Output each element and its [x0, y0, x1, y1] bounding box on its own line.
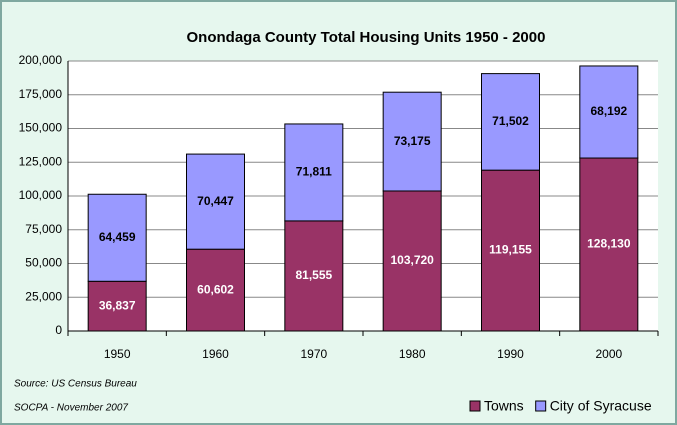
source-note: Source: US Census Bureau: [14, 379, 137, 390]
y-tick-label: 100,000: [19, 188, 63, 202]
value-label: 103,720: [390, 253, 434, 267]
x-tick-label: 1950: [104, 347, 131, 361]
value-label: 60,602: [197, 282, 234, 296]
bar-segment: [382, 91, 442, 192]
bar-segment: [579, 65, 639, 159]
value-label: 36,837: [99, 298, 136, 312]
value-label: 81,555: [295, 268, 332, 282]
bar-segment: [284, 123, 344, 222]
y-tick-label: 0: [55, 323, 62, 337]
y-tick-label: 50,000: [25, 256, 62, 270]
bar-segment: [481, 73, 540, 171]
value-label: 128,130: [587, 237, 631, 251]
source-note: SOCPA - November 2007: [14, 403, 128, 414]
bar-segment: [579, 157, 639, 332]
value-label: 71,811: [296, 165, 332, 179]
legend-label: Towns: [484, 398, 524, 414]
y-tick-label: 75,000: [25, 222, 62, 236]
bar-segment: [382, 190, 442, 332]
y-tick-label: 125,000: [19, 154, 63, 168]
y-tick-label: 25,000: [25, 289, 62, 303]
legend-swatch: [469, 400, 481, 412]
value-label: 119,155: [489, 243, 532, 257]
bar-segment: [481, 169, 540, 332]
y-tick-label: 200,000: [19, 53, 63, 67]
legend-swatch: [535, 400, 547, 412]
value-label: 68,192: [590, 104, 627, 118]
value-label: 71,502: [492, 114, 529, 128]
x-tick-label: 1960: [202, 347, 229, 361]
y-tick-label: 150,000: [19, 121, 63, 135]
value-label: 73,175: [394, 134, 431, 148]
legend-label: City of Syracuse: [550, 398, 652, 414]
y-tick-label: 175,000: [19, 87, 63, 101]
bar-segment: [87, 280, 147, 332]
value-label: 64,459: [99, 230, 136, 244]
x-tick-label: 2000: [595, 347, 622, 361]
bar-segment: [87, 193, 147, 282]
x-tick-label: 1990: [497, 347, 524, 361]
bar-segment: [284, 220, 344, 332]
bar-segment: [186, 153, 245, 250]
chart-title: Onondaga County Total Housing Units 1950…: [187, 29, 546, 46]
x-tick-label: 1980: [399, 347, 426, 361]
x-tick-label: 1970: [300, 347, 327, 361]
value-label: 70,447: [197, 194, 234, 208]
